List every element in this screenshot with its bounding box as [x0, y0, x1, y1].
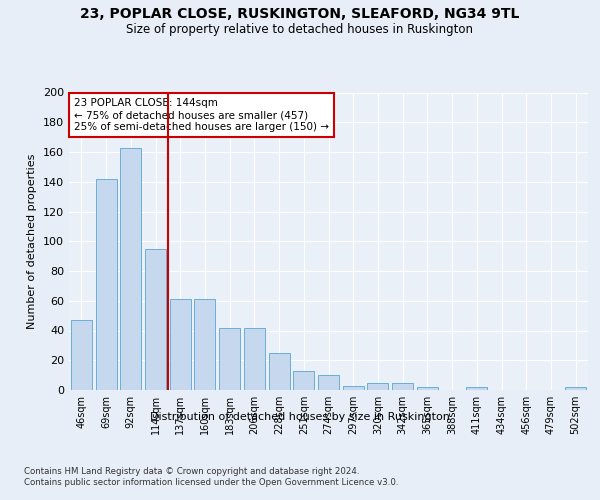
- Bar: [466, 387, 487, 390]
- Bar: [170, 300, 191, 390]
- Bar: [392, 382, 413, 390]
- Bar: [417, 387, 438, 390]
- Bar: [318, 375, 339, 390]
- Text: Contains HM Land Registry data © Crown copyright and database right 2024.
Contai: Contains HM Land Registry data © Crown c…: [24, 468, 398, 487]
- Text: 23 POPLAR CLOSE: 144sqm
← 75% of detached houses are smaller (457)
25% of semi-d: 23 POPLAR CLOSE: 144sqm ← 75% of detache…: [74, 98, 329, 132]
- Bar: [244, 328, 265, 390]
- Text: 23, POPLAR CLOSE, RUSKINGTON, SLEAFORD, NG34 9TL: 23, POPLAR CLOSE, RUSKINGTON, SLEAFORD, …: [80, 8, 520, 22]
- Bar: [194, 300, 215, 390]
- Y-axis label: Number of detached properties: Number of detached properties: [28, 154, 37, 329]
- Bar: [293, 370, 314, 390]
- Bar: [95, 179, 116, 390]
- Bar: [269, 353, 290, 390]
- Bar: [565, 387, 586, 390]
- Bar: [71, 320, 92, 390]
- Bar: [145, 248, 166, 390]
- Text: Distribution of detached houses by size in Ruskington: Distribution of detached houses by size …: [150, 412, 450, 422]
- Bar: [367, 382, 388, 390]
- Bar: [120, 148, 141, 390]
- Bar: [219, 328, 240, 390]
- Bar: [343, 386, 364, 390]
- Text: Size of property relative to detached houses in Ruskington: Size of property relative to detached ho…: [127, 24, 473, 36]
